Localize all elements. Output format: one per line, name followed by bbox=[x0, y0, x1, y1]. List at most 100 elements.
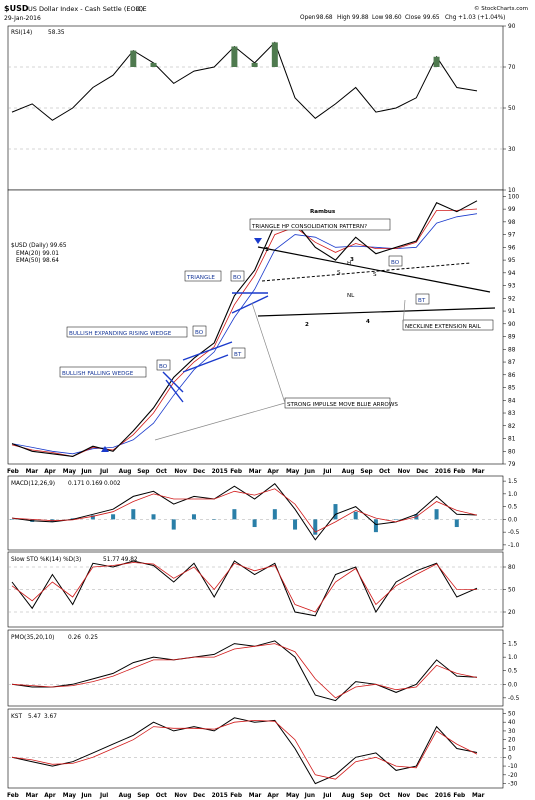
price-tick-label: 95 bbox=[508, 258, 516, 264]
x-axis-label: Apr bbox=[44, 469, 56, 475]
bullish-falling-label-box bbox=[59, 366, 147, 378]
macd-histogram-bar bbox=[151, 514, 156, 520]
x-axis-label: Feb bbox=[230, 469, 242, 475]
kst-value-1: 5.47 bbox=[28, 714, 41, 720]
x-axis-label: Mar bbox=[249, 469, 262, 475]
pmo-tick-label: -0.5 bbox=[508, 696, 520, 702]
rsi-overbought-fill bbox=[231, 46, 238, 67]
bo-label-3: BO bbox=[159, 364, 168, 370]
x-axis-label-bottom: Dec bbox=[193, 793, 206, 799]
kst-signal-line bbox=[11, 719, 478, 780]
macd-histogram-bar bbox=[131, 509, 136, 520]
pattern-annotations: TRIANGLE HP CONSOLIDATION PATTERN? TRIANG… bbox=[59, 218, 496, 452]
x-axis-label: Aug bbox=[342, 469, 355, 475]
x-axis-label: Dec bbox=[193, 469, 206, 475]
price-tick-label: 91 bbox=[508, 309, 516, 315]
price-tick-label: 99 bbox=[508, 207, 516, 213]
price-tick-label: 89 bbox=[508, 335, 516, 341]
x-axis-label: May bbox=[63, 469, 77, 475]
rsi-tick-label: 90 bbox=[508, 24, 516, 30]
wave-3-label: 3 bbox=[350, 257, 354, 263]
pmo-value-1: 0.26 bbox=[68, 635, 81, 641]
pmo-tick-label: 0.5 bbox=[508, 669, 518, 675]
price-tick-label: 79 bbox=[508, 462, 516, 468]
macd-histogram-bar bbox=[434, 509, 439, 520]
macd-tick-label: 0.5 bbox=[508, 505, 518, 511]
down-arrow-icon bbox=[254, 238, 262, 244]
instrument-name: US Dollar Index - Cash Settle (EOD) bbox=[28, 5, 143, 13]
macd-histogram-bar bbox=[373, 519, 378, 533]
x-axis-label-bottom: Oct bbox=[379, 793, 390, 799]
price-tick-label: 94 bbox=[508, 271, 516, 277]
falling-wedge-upper bbox=[162, 371, 184, 393]
ema50-legend: EMA(50) 98.64 bbox=[16, 258, 59, 264]
copyright: © StockCharts.com bbox=[474, 5, 528, 12]
wedge-upper-line bbox=[182, 341, 233, 361]
x-axis-label-bottom: Jun bbox=[304, 793, 315, 799]
x-axis-label-bottom: May bbox=[286, 793, 300, 799]
price-tick-label: 88 bbox=[508, 347, 516, 353]
rsi-value: 58.35 bbox=[48, 30, 65, 36]
kst-tick-label: 50 bbox=[508, 711, 516, 717]
s-label-2: S bbox=[373, 272, 377, 278]
rsi-overbought-fill bbox=[251, 62, 258, 67]
x-axis-label-bottom: Nov bbox=[174, 793, 187, 799]
x-axis-label: Apr bbox=[267, 469, 279, 475]
macd-histogram-bar bbox=[313, 519, 318, 535]
x-axis-label: Jun bbox=[304, 469, 315, 475]
price-tick-label: 98 bbox=[508, 220, 516, 226]
rsi-overbought-fill bbox=[433, 56, 440, 67]
triangle-label: TRIANGLE bbox=[186, 275, 215, 281]
price-tick-label: 86 bbox=[508, 373, 516, 379]
x-axis-label-bottom: Oct bbox=[156, 793, 167, 799]
bo-label-3-box bbox=[156, 359, 171, 371]
x-axis-label: Mar bbox=[26, 469, 39, 475]
pmo-line bbox=[11, 640, 478, 702]
triangle-hp-label: TRIANGLE HP CONSOLIDATION PATTERN? bbox=[251, 224, 367, 230]
wave-4-label: 4 bbox=[366, 319, 370, 325]
macd-tick-label: 0.0 bbox=[508, 517, 518, 523]
kst-tick-label: 20 bbox=[508, 738, 516, 744]
high-label: High bbox=[337, 15, 351, 21]
rsi-overbought-fill bbox=[271, 42, 278, 67]
low-label: Low bbox=[372, 15, 384, 21]
price-tick-label: 83 bbox=[508, 411, 516, 417]
rsi-overbought-fill bbox=[130, 50, 137, 67]
price-tick-label: 100 bbox=[508, 194, 519, 200]
open-label: Open bbox=[300, 15, 316, 21]
macd-histogram-bar bbox=[191, 514, 196, 520]
x-axis-label-bottom: May bbox=[63, 793, 77, 799]
bt-label-2-box bbox=[415, 293, 430, 305]
price-title: Rambus bbox=[310, 209, 336, 215]
x-axis-label-bottom: Nov bbox=[398, 793, 411, 799]
rsi-tick-label: 30 bbox=[508, 147, 516, 153]
bt-label-1-box bbox=[231, 347, 246, 359]
pmo-signal-line bbox=[11, 643, 478, 699]
wedge-lower-line bbox=[182, 354, 229, 373]
x-axis-label: Dec bbox=[416, 469, 429, 475]
impulse-pointer-2 bbox=[251, 302, 286, 404]
x-axis-label: Feb bbox=[7, 469, 19, 475]
x-axis-label-bottom: Aug bbox=[119, 793, 132, 799]
pmo-tick-label: 1.5 bbox=[508, 642, 518, 648]
wave-1-label: 1 bbox=[265, 247, 269, 253]
bo-label-4-box bbox=[388, 255, 403, 267]
triangle-upper-rail bbox=[257, 246, 491, 293]
macd-tick-label: 1.0 bbox=[508, 492, 518, 498]
bt-label-2: BT bbox=[418, 298, 426, 304]
bo-label-4: BO bbox=[391, 260, 400, 266]
impulse-pointer-1 bbox=[154, 402, 286, 441]
macd-tick-label: -0.5 bbox=[508, 530, 520, 536]
kst-label: KST bbox=[11, 714, 22, 720]
sto-d-line bbox=[11, 562, 478, 613]
x-axis-label-bottom: 2016 bbox=[435, 793, 451, 799]
rsi-tick-label: 70 bbox=[508, 65, 516, 71]
macd-label: MACD(12,26,9) bbox=[11, 481, 55, 487]
symbol: $USD bbox=[4, 4, 29, 13]
kst-tick-label: -20 bbox=[508, 773, 518, 779]
macd-histogram-bar bbox=[272, 509, 277, 520]
x-axis-label: Oct bbox=[379, 469, 390, 475]
x-axis-label: Nov bbox=[174, 469, 187, 475]
x-axis-label-bottom: Mar bbox=[26, 793, 39, 799]
